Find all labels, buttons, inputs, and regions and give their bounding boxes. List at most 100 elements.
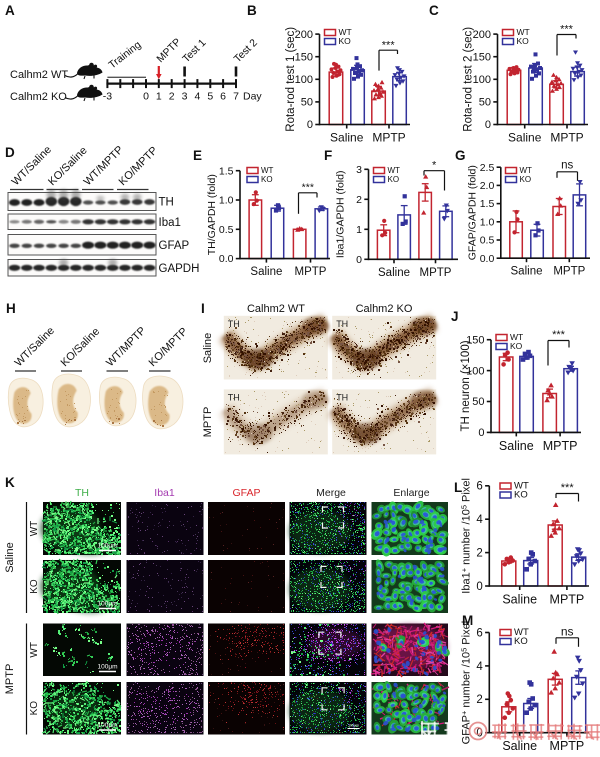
- svg-text:6: 6: [220, 91, 226, 103]
- svg-text:50: 50: [301, 97, 313, 109]
- svg-text:KO: KO: [339, 36, 352, 46]
- svg-text:MPTP: MPTP: [202, 407, 214, 438]
- svg-text:Saline: Saline: [499, 439, 534, 453]
- svg-text:100μm: 100μm: [97, 601, 117, 608]
- svg-text:0: 0: [476, 581, 482, 593]
- svg-text:ns: ns: [561, 625, 574, 639]
- svg-text:Rota-rod test 1 (sec): Rota-rod test 1 (sec): [285, 27, 297, 132]
- svg-text:50: 50: [472, 396, 484, 408]
- svg-text:Iba1: Iba1: [159, 217, 181, 229]
- svg-text:J: J: [451, 309, 459, 324]
- svg-text:WT: WT: [520, 166, 533, 175]
- svg-text:4: 4: [476, 661, 483, 673]
- svg-text:100: 100: [295, 74, 313, 86]
- svg-text:150: 150: [473, 51, 491, 63]
- svg-text:Saline: Saline: [511, 266, 543, 278]
- svg-text:150: 150: [295, 51, 313, 63]
- svg-text:TH: TH: [228, 319, 240, 329]
- svg-text:MPTP: MPTP: [543, 439, 578, 453]
- svg-text:GFAP: GFAP: [159, 240, 190, 252]
- svg-text:KO: KO: [514, 636, 528, 647]
- svg-text:C: C: [429, 3, 439, 18]
- svg-text:7: 7: [233, 91, 239, 103]
- svg-text:Saline: Saline: [250, 266, 282, 278]
- svg-text:-3: -3: [103, 91, 112, 103]
- svg-text:1.0: 1.0: [480, 216, 495, 228]
- svg-text:1: 1: [156, 91, 162, 103]
- svg-text:50: 50: [479, 97, 491, 109]
- svg-text:4: 4: [476, 514, 483, 526]
- svg-text:Day: Day: [243, 91, 262, 103]
- svg-text:100μm: 100μm: [97, 664, 117, 671]
- svg-text:Calhm2 KO: Calhm2 KO: [10, 91, 67, 103]
- svg-text:5: 5: [207, 91, 213, 103]
- svg-text:0.0: 0.0: [480, 253, 495, 265]
- svg-text:100: 100: [466, 365, 484, 377]
- svg-text:200: 200: [473, 29, 491, 41]
- svg-text:L: L: [454, 480, 462, 495]
- svg-text:0.5: 0.5: [480, 235, 495, 247]
- svg-text:Saline: Saline: [378, 267, 410, 279]
- svg-text:TH: TH: [336, 319, 348, 329]
- svg-text:MPTP: MPTP: [550, 131, 583, 145]
- svg-text:0.5: 0.5: [219, 224, 234, 236]
- svg-text:KO: KO: [520, 175, 532, 184]
- svg-text:2: 2: [476, 548, 482, 560]
- svg-text:KO: KO: [29, 579, 40, 594]
- svg-text:WT: WT: [510, 332, 523, 342]
- svg-text:2: 2: [476, 694, 482, 706]
- svg-text:4: 4: [194, 91, 200, 103]
- svg-text:***: ***: [561, 482, 575, 494]
- svg-text:100μm: 100μm: [348, 724, 359, 728]
- svg-text:3: 3: [356, 164, 362, 176]
- svg-text:2: 2: [169, 91, 175, 103]
- svg-text:0: 0: [307, 119, 313, 131]
- svg-text:WT: WT: [514, 481, 529, 492]
- svg-text:1: 1: [356, 224, 362, 236]
- svg-text:WT: WT: [517, 27, 530, 37]
- svg-text:Saline: Saline: [4, 542, 16, 573]
- svg-text:*: *: [432, 160, 437, 172]
- svg-text:I: I: [201, 301, 205, 316]
- svg-text:0: 0: [143, 91, 149, 103]
- svg-text:6: 6: [476, 627, 482, 639]
- svg-text:MPTP: MPTP: [295, 266, 327, 278]
- svg-text:Calhm2 WT: Calhm2 WT: [10, 69, 68, 81]
- svg-text:***: ***: [302, 182, 314, 194]
- svg-text:0: 0: [478, 427, 484, 439]
- svg-text:Saline: Saline: [508, 131, 542, 145]
- svg-text:GFAP/GAPDH (fold): GFAP/GAPDH (fold): [467, 165, 479, 260]
- svg-text:M: M: [462, 613, 473, 628]
- svg-text:Iba1/GAPDH (fold): Iba1/GAPDH (fold): [335, 171, 347, 259]
- svg-text:KO: KO: [514, 490, 528, 501]
- svg-text:Rota-rod test 2 (sec): Rota-rod test 2 (sec): [463, 27, 475, 132]
- svg-text:Saline: Saline: [502, 593, 537, 607]
- svg-text:WT: WT: [29, 642, 40, 658]
- svg-text:H: H: [6, 301, 16, 316]
- svg-text:0: 0: [356, 254, 362, 266]
- svg-text:ns: ns: [561, 160, 573, 172]
- svg-text:***: ***: [382, 40, 396, 52]
- svg-text:KO: KO: [510, 341, 523, 351]
- svg-text:TH neuron (×100): TH neuron (×100): [460, 340, 472, 431]
- svg-text:B: B: [247, 3, 257, 18]
- svg-text:Merge: Merge: [316, 487, 346, 499]
- svg-text:TH: TH: [228, 392, 240, 402]
- svg-text:2.5: 2.5: [480, 162, 495, 174]
- svg-text:WT: WT: [514, 627, 529, 638]
- svg-text:Iba1: Iba1: [154, 487, 175, 499]
- svg-text:MPTP: MPTP: [420, 267, 452, 279]
- svg-text:TH: TH: [159, 197, 174, 209]
- svg-text:Saline: Saline: [202, 333, 214, 364]
- svg-text:Saline: Saline: [330, 131, 364, 145]
- svg-text:TH: TH: [336, 392, 348, 402]
- svg-text:3: 3: [182, 91, 188, 103]
- svg-text:KO: KO: [388, 175, 400, 184]
- svg-text:0: 0: [485, 119, 491, 131]
- svg-text:KO: KO: [517, 36, 530, 46]
- svg-text:G: G: [455, 148, 466, 163]
- svg-text:Iba1+ number /105 Pixel: Iba1+ number /105 Pixel: [460, 478, 473, 594]
- svg-text:GAPDH: GAPDH: [159, 263, 200, 275]
- svg-text:D: D: [5, 145, 15, 160]
- svg-text:100: 100: [473, 74, 491, 86]
